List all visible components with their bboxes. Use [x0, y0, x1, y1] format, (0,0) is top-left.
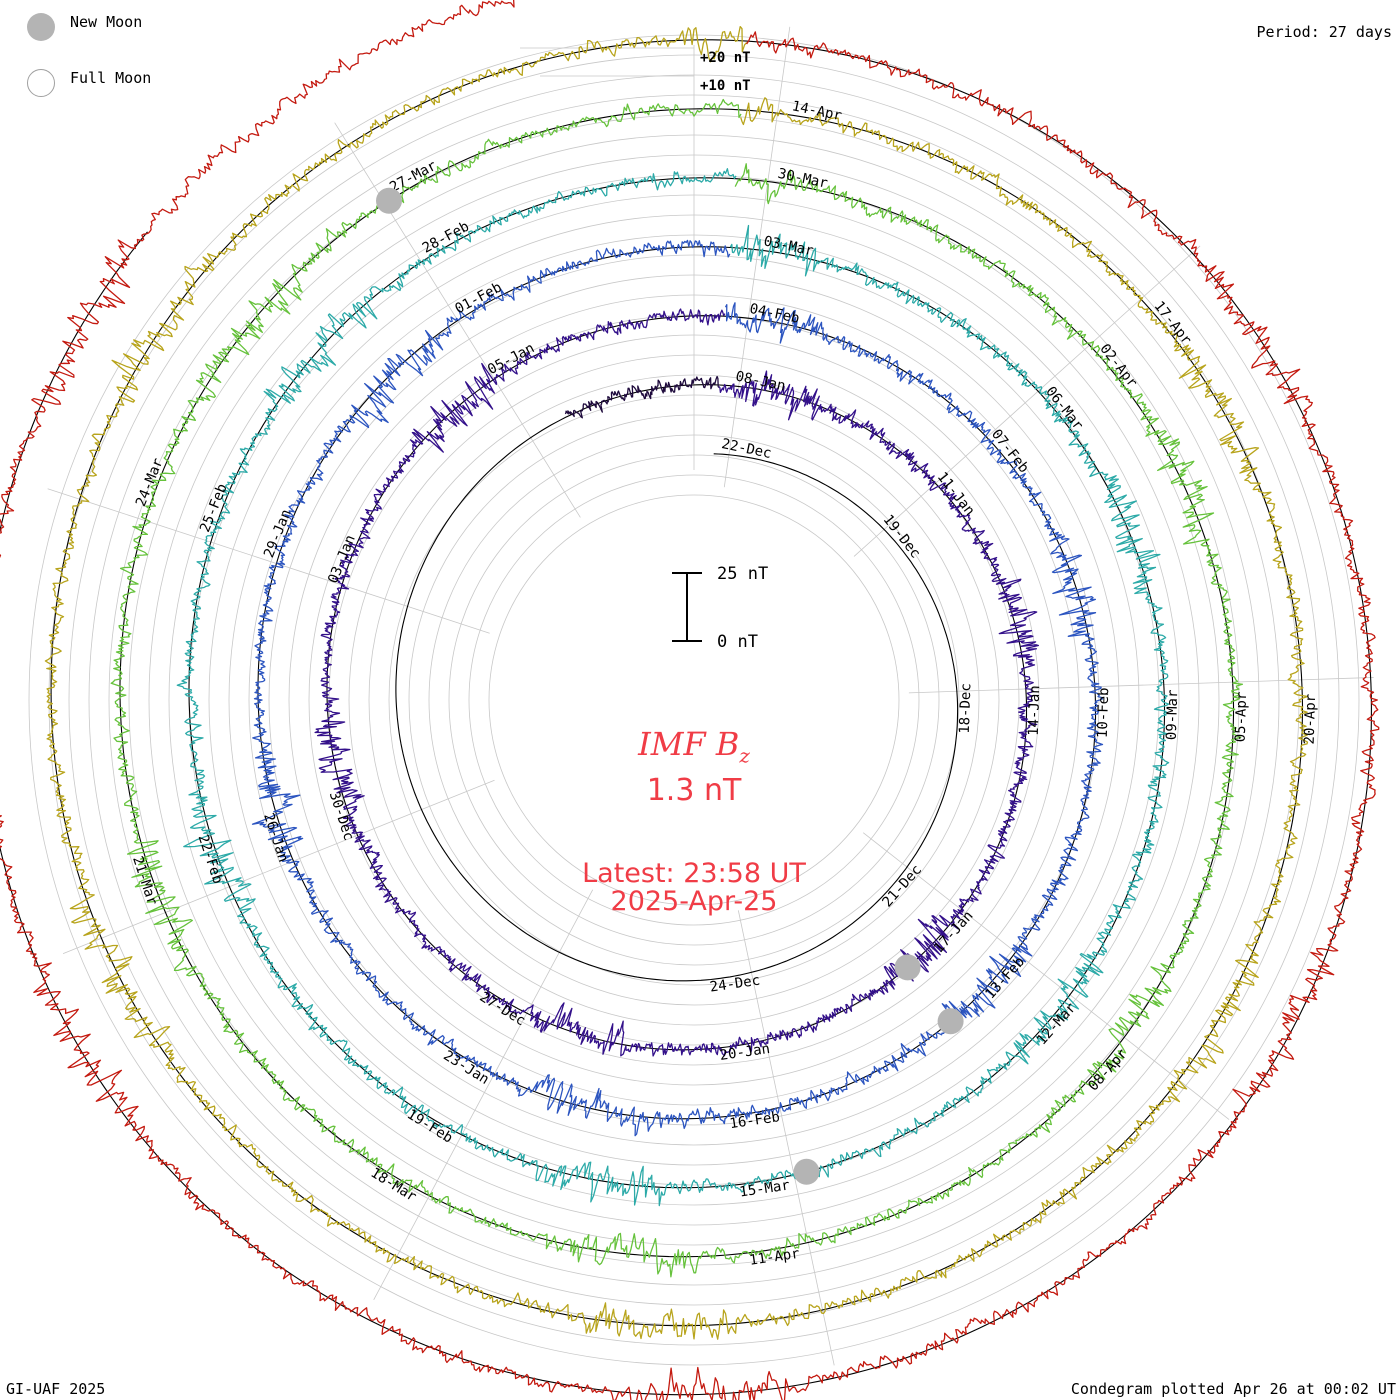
series-trace-3	[251, 239, 1104, 1137]
new-moon-marker	[894, 954, 921, 981]
period-label: Period: 27 days	[1256, 23, 1392, 41]
new-moon-marker	[937, 1008, 964, 1035]
date-label: 20-Apr	[1302, 694, 1320, 745]
series-trace-1	[564, 375, 720, 419]
plotted-timestamp: Condegram plotted Apr 26 at 00:02 UT	[1070, 1380, 1396, 1398]
scale-bar-top-label: 25 nT	[717, 564, 768, 584]
grid-spoke	[853, 245, 1201, 557]
date-label: 03-Jan	[325, 533, 359, 586]
date-label: 18-Mar	[368, 1165, 419, 1205]
date-label: 05-Jan	[485, 340, 537, 378]
date-label: 19-Dec	[880, 512, 924, 562]
date-label: 16-Feb	[729, 1109, 781, 1132]
date-label: 02-Apr	[1096, 341, 1140, 391]
new-moon-marker	[376, 187, 402, 214]
date-label: 08-Apr	[1085, 1046, 1131, 1094]
grid-ring	[488, 494, 900, 906]
grid-ring	[468, 474, 920, 926]
date-label: 22-Dec	[720, 436, 773, 462]
new-moon-icon	[27, 13, 55, 41]
series-trace-6	[44, 25, 1309, 1340]
date-label: 26-Jan	[260, 811, 291, 864]
new-moon-marker	[793, 1158, 820, 1185]
full-moon-icon	[27, 69, 55, 97]
grid-spoke	[908, 677, 1374, 694]
parameter-name-subscript: z	[739, 743, 750, 768]
date-label: 11-Apr	[748, 1246, 800, 1269]
date-label: 05-Apr	[1233, 691, 1251, 742]
grid-spoke	[737, 910, 835, 1366]
full-moon-legend-label: Full Moon	[70, 69, 152, 87]
date-label: 03-Mar	[762, 233, 815, 259]
reference-label-20nT: +20 nT	[700, 50, 751, 66]
series-trace-4	[176, 168, 1170, 1207]
grid-spoke	[862, 832, 1230, 1120]
date-label: 30-Dec	[326, 790, 357, 843]
date-label: 14-Jan	[1026, 685, 1044, 736]
date-label: 15-Mar	[738, 1177, 790, 1200]
date-label: 22-Feb	[195, 833, 226, 886]
grid-spoke	[47, 488, 490, 634]
date-label: 09-Mar	[1164, 689, 1182, 740]
latest-date: 2025-Apr-25	[610, 886, 778, 917]
latest-time: Latest: 23:58 UT	[582, 858, 806, 889]
grid-spoke	[373, 889, 594, 1301]
date-label: 18-Dec	[957, 683, 975, 734]
reference-labels: +20 nT +10 nT	[700, 50, 751, 94]
grid-ring	[28, 34, 1360, 1366]
scale-bar-bottom-label: 0 nT	[717, 632, 758, 652]
series-trace-5	[110, 98, 1244, 1278]
date-label-layer: 22-Dec19-Dec18-Dec21-Dec24-Dec08-Jan11-J…	[129, 98, 1319, 1269]
moon-marker-layer	[376, 187, 964, 1185]
grid-spoke	[723, 26, 791, 488]
grid-spoke	[62, 779, 495, 955]
parameter-name-main: IMF B	[638, 725, 740, 763]
parameter-name: IMF Bz	[440, 725, 948, 767]
date-label: 21-Mar	[129, 854, 160, 907]
grid-ring	[368, 374, 1020, 1026]
date-label: 10-Feb	[1095, 687, 1113, 738]
credit-label: GI-UAF 2025	[6, 1380, 106, 1398]
parameter-value: 1.3 nT	[646, 773, 742, 808]
date-label: 24-Dec	[709, 973, 761, 996]
reference-label-10nT: +10 nT	[700, 78, 751, 94]
date-label: 06-Mar	[1042, 384, 1086, 434]
series-trace-2	[314, 308, 1040, 1057]
date-label: 20-Jan	[719, 1041, 771, 1064]
scale-bar: 25 nT 0 nT	[672, 564, 768, 652]
date-label: 24-Mar	[133, 456, 167, 509]
new-moon-legend-label: New Moon	[70, 13, 143, 31]
